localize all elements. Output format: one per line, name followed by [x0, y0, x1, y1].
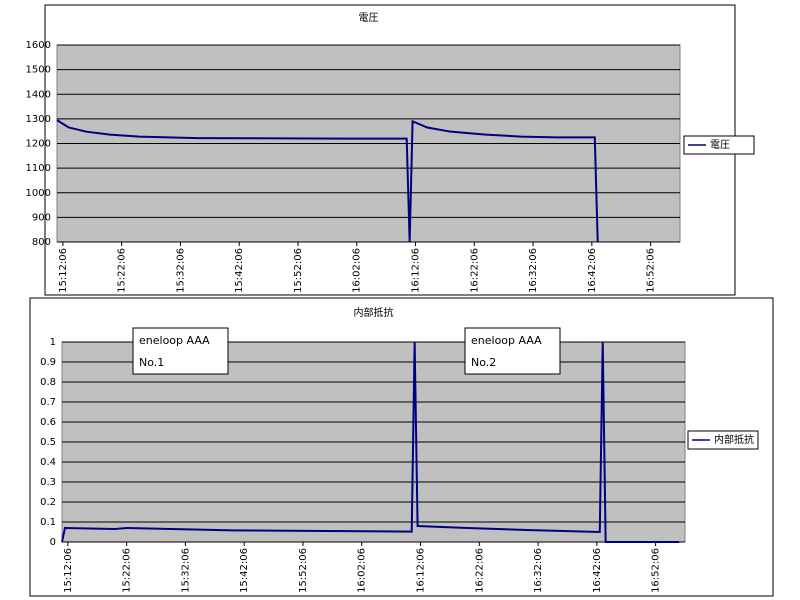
x-tick-label: 15:32:06 [180, 548, 191, 593]
x-tick-label: 16:32:06 [533, 548, 544, 593]
y-tick-label: 1100 [26, 163, 51, 174]
x-tick-label: 15:22:06 [117, 248, 128, 293]
annotation-text: No.2 [471, 356, 496, 369]
legend-box [683, 135, 755, 155]
x-tick-label: 16:32:06 [528, 248, 539, 293]
y-tick-label: 1600 [26, 40, 51, 51]
x-tick-label: 15:42:06 [239, 548, 250, 593]
x-tick-label: 15:52:06 [293, 248, 304, 293]
legend-label: 内部抵抗 [714, 433, 754, 446]
annotation-box [464, 327, 561, 375]
y-tick-label: 0.4 [40, 457, 56, 468]
x-tick-label: 16:52:06 [651, 548, 662, 593]
x-tick-label: 15:42:06 [234, 248, 245, 293]
chart-title: 内部抵抗 [354, 306, 394, 319]
y-tick-label: 1000 [26, 188, 51, 199]
x-tick-label: 15:12:06 [58, 248, 69, 293]
annotation-text: eneloop AAA [139, 334, 210, 347]
y-tick-label: 1300 [26, 114, 51, 125]
x-tick-label: 15:52:06 [298, 548, 309, 593]
y-tick-label: 0.7 [40, 397, 56, 408]
annotation-text: eneloop AAA [471, 334, 542, 347]
x-tick-label: 16:22:06 [469, 248, 480, 293]
y-tick-label: 0 [50, 537, 56, 548]
y-tick-label: 1 [50, 337, 56, 348]
x-tick-label: 15:32:06 [175, 248, 186, 293]
y-tick-label: 0.3 [40, 477, 56, 488]
x-tick-label: 16:42:06 [592, 548, 603, 593]
legend-label: 電圧 [710, 139, 730, 151]
annotation: eneloop AAA No.1 [132, 327, 229, 375]
y-tick-label: 0.8 [40, 377, 56, 388]
series-line [61, 341, 680, 543]
x-tick-label: 16:12:06 [416, 548, 427, 593]
x-tick-label: 15:12:06 [63, 548, 74, 593]
chart-title: 電圧 [359, 12, 379, 24]
annotation: eneloop AAA No.2 [464, 327, 561, 375]
y-tick-label: 0.9 [40, 357, 56, 368]
annotation-box [132, 327, 229, 375]
x-tick-label: 16:22:06 [474, 548, 485, 593]
annotation-text: No.1 [139, 356, 164, 369]
x-tick-label: 16:42:06 [587, 248, 598, 293]
y-tick-label: 0.5 [40, 437, 56, 448]
x-tick-label: 16:02:06 [357, 548, 368, 593]
x-tick-label: 16:12:06 [411, 248, 422, 293]
y-tick-label: 1400 [26, 89, 51, 100]
y-tick-label: 0.1 [40, 517, 56, 528]
y-tick-label: 900 [32, 212, 51, 223]
y-tick-label: 800 [32, 237, 51, 248]
x-tick-label: 16:02:06 [352, 248, 363, 293]
y-tick-label: 1500 [26, 65, 51, 76]
y-tick-label: 1200 [26, 139, 51, 150]
y-tick-label: 0.2 [40, 497, 56, 508]
x-tick-label: 16:52:06 [646, 248, 657, 293]
y-tick-label: 0.6 [40, 417, 56, 428]
legend-box [687, 430, 759, 450]
x-tick-label: 15:22:06 [122, 548, 133, 593]
series-line [56, 119, 599, 243]
